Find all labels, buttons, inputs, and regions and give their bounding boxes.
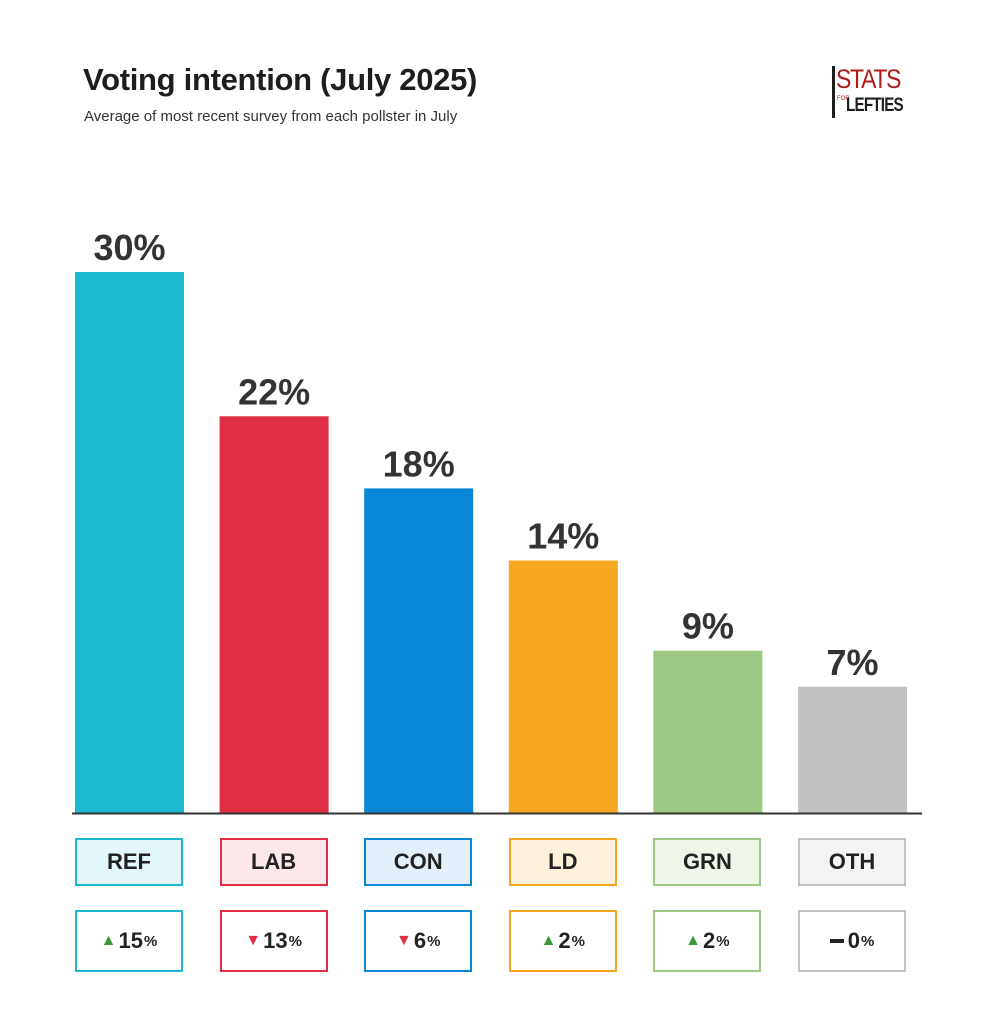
bar-ref [75,272,184,813]
change-box-con: ▼ 6% [364,910,473,972]
change-value: 2 [703,928,716,953]
party-label-con: CON [364,838,473,886]
change-box-ld: ▲ 2% [508,910,617,972]
value-label-lab: 22% [238,371,310,412]
change-value: 2 [558,928,571,953]
value-label-ld: 14% [527,516,599,557]
change-unit: % [143,932,158,950]
change-unit: % [571,932,586,950]
bar-ld [508,560,618,813]
triangle-up-icon: ▲ [540,932,557,949]
logo-for-text: FOR [837,96,850,102]
triangle-up-icon: ▲ [685,932,702,949]
value-label-oth: 7% [826,642,878,683]
party-label-lab: LAB [219,838,328,886]
party-label-ld: LD [508,838,617,886]
bar-con [364,488,474,813]
change-unit: % [860,932,875,950]
bar-lab [219,416,329,813]
bar-grn [653,650,763,813]
value-label-con: 18% [383,443,455,484]
change-unit: % [288,932,302,950]
page-title: Voting intention (July 2025) [83,62,478,97]
change-box-ref: ▲ 15% [75,910,183,972]
value-label-grn: 9% [682,606,734,647]
party-label-ref: REF [75,838,183,886]
change-box-grn: ▲ 2% [653,910,762,972]
logo-bar [832,66,835,118]
change-unit: % [427,932,441,950]
bar-oth [798,686,907,813]
page-subtitle: Average of most recent survey from each … [84,108,458,125]
change-unit: % [716,932,730,950]
change-value: 0 [847,928,860,953]
change-value: 15 [118,928,143,953]
change-value: 13 [263,928,288,953]
no-change-icon [829,939,844,943]
party-label-grn: GRN [653,838,762,886]
triangle-down-icon: ▼ [245,932,262,949]
triangle-down-icon: ▼ [395,932,412,949]
value-label-ref: 30% [93,227,165,268]
party-label-oth: OTH [798,838,906,886]
triangle-up-icon: ▲ [100,932,117,949]
stats-for-lefties-logo: STATS FOR LEFTIES [832,64,912,122]
logo-stats-text: STATS [836,64,901,94]
change-value: 6 [413,928,427,953]
change-box-oth: 0% [798,910,906,972]
logo-lefties-text: LEFTIES [846,95,904,116]
change-box-lab: ▼ 13% [219,910,328,972]
